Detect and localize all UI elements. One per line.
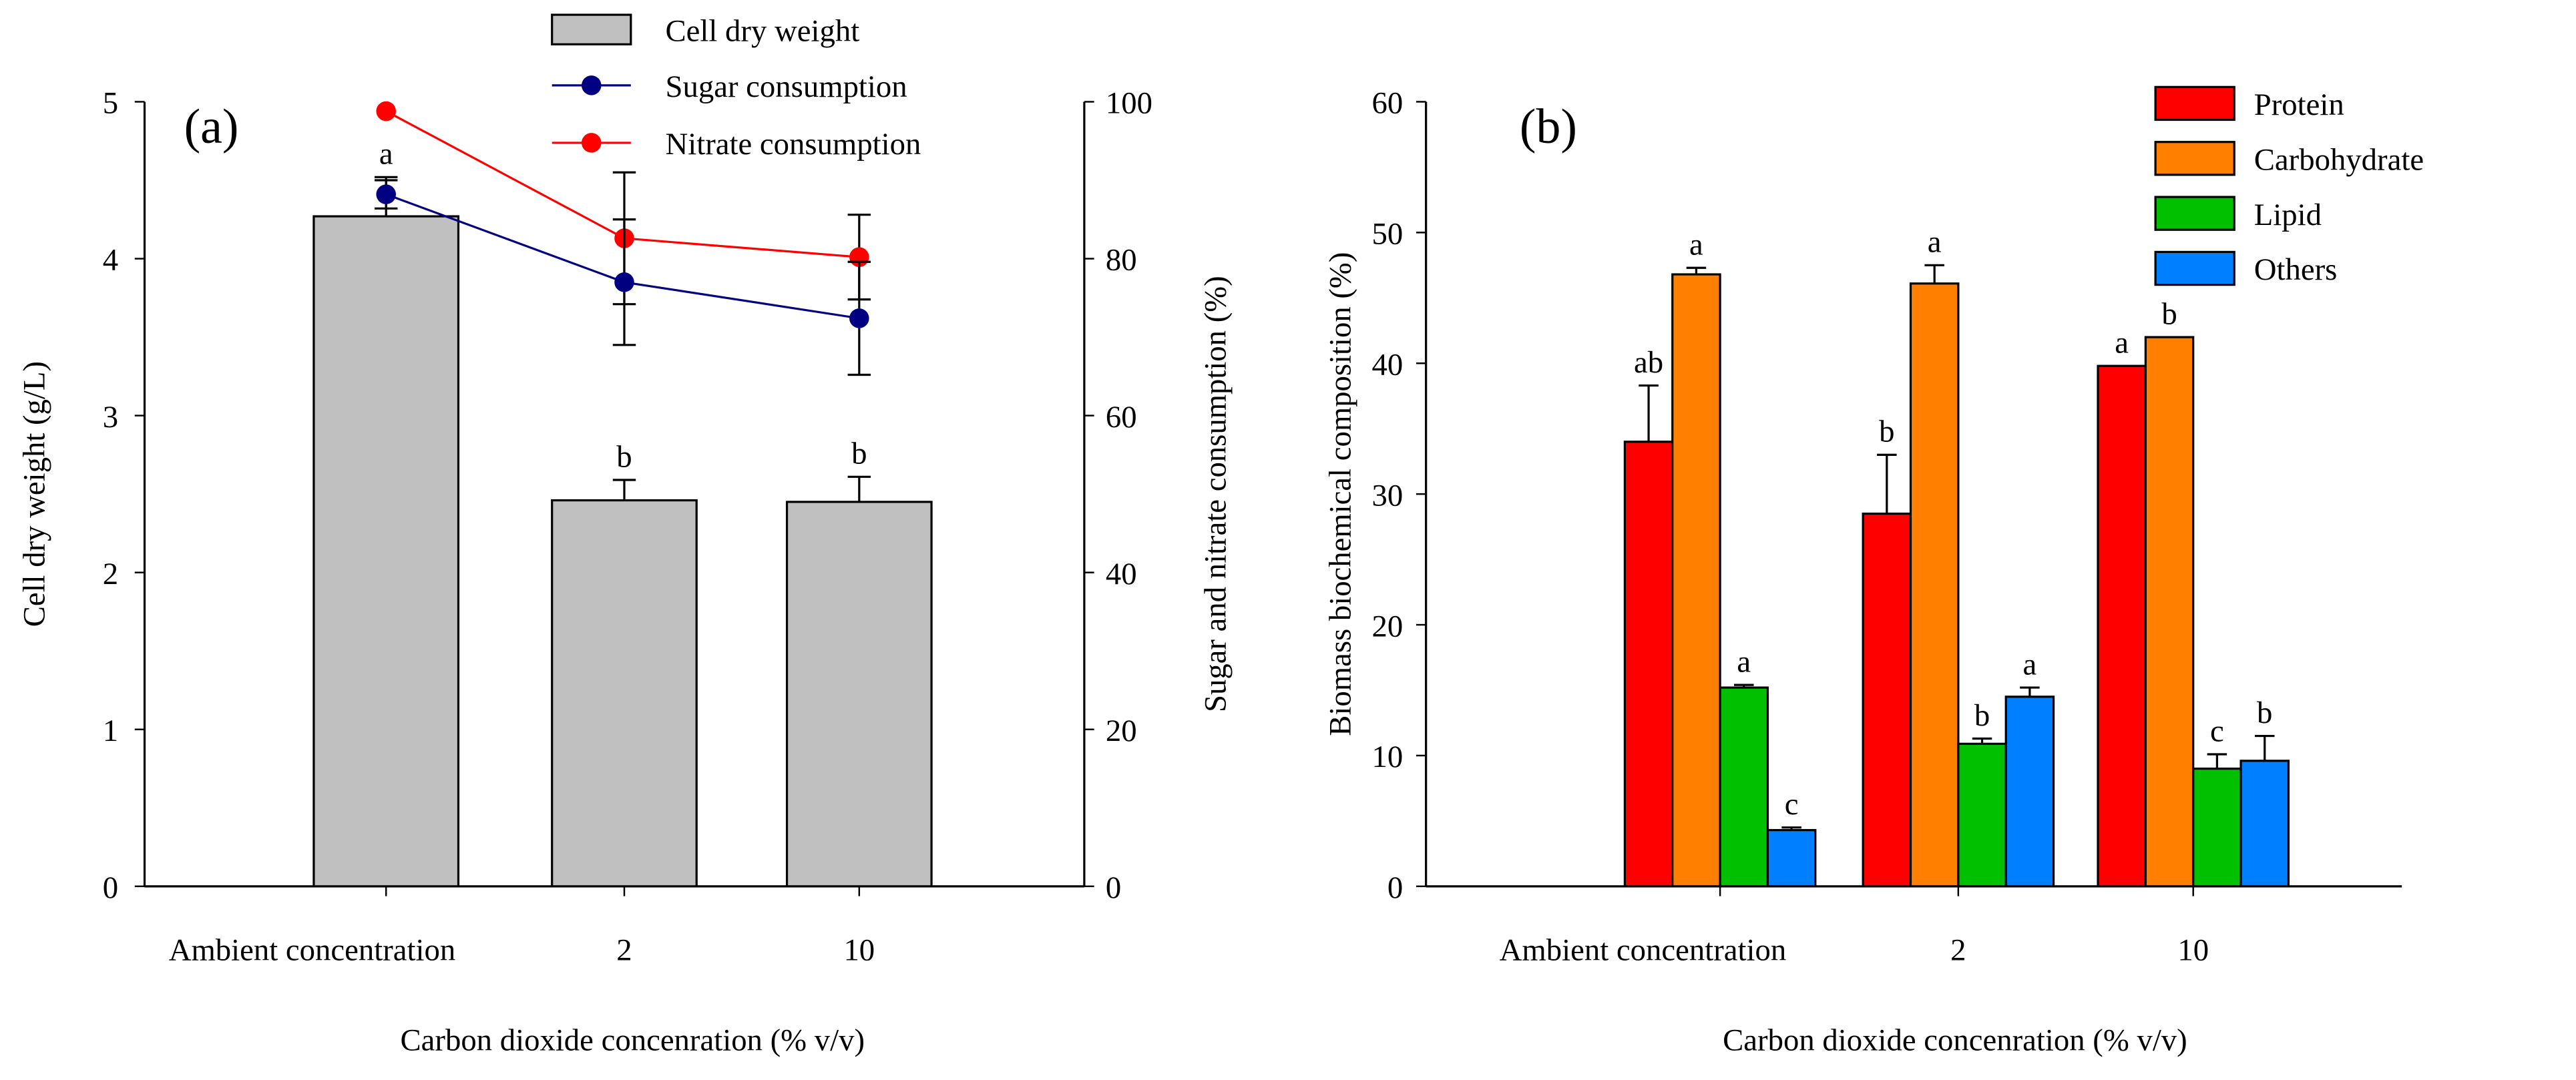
right-y-tick-label: 100	[1106, 86, 1152, 121]
others-bar	[2004, 696, 2055, 888]
legend-label-others: Others	[2254, 252, 2338, 287]
panel-a-right-y-axis-title: Sugar and nitrate consumption (%)	[1198, 276, 1233, 712]
x-tick-label: Ambient concentration	[1500, 933, 1787, 968]
legend-marker-nitrate-consumption	[582, 133, 602, 153]
protein-bar	[1862, 512, 1912, 888]
panel-a-x-axis-title: Carbon dioxide concenration (% v/v)	[400, 1023, 865, 1058]
carbohydrate-bar	[1909, 282, 1960, 888]
nitrate-point	[376, 101, 396, 121]
protein-significance-letter: ab	[1634, 345, 1663, 380]
legend-label-protein: Protein	[2254, 87, 2344, 122]
lipid-bar	[1719, 686, 1769, 888]
y-tick-label: 3	[103, 400, 118, 435]
legend-swatch-others	[2154, 250, 2235, 286]
protein-bar	[1623, 441, 1674, 888]
legend-label: Nitrate consumption	[665, 127, 921, 162]
y-tick-label: 0	[103, 870, 118, 905]
lipid-bar	[2192, 767, 2242, 888]
x-tick-label: Ambient concentration	[169, 933, 456, 968]
cdw-significance-letter: b	[616, 439, 632, 474]
legend-swatch-lipid	[2154, 196, 2235, 231]
legend-label-carbohydrate: Carbohydrate	[2254, 143, 2424, 178]
y-tick-label: 10	[1371, 740, 1403, 774]
right-y-tick-label: 80	[1106, 243, 1137, 278]
carbohydrate-bar	[2144, 336, 2195, 888]
panel-a: (a) Carbon dioxide concenration (% v/v) …	[17, 13, 1233, 1057]
panel-a-y-axis-title: Cell dry weight (g/L)	[17, 361, 51, 627]
others-significance-letter: b	[2257, 696, 2272, 730]
y-tick-label: 60	[1371, 86, 1403, 121]
right-y-tick-label: 0	[1106, 870, 1121, 905]
y-tick-label: 30	[1371, 478, 1403, 513]
carbohydrate-bar	[1671, 273, 1721, 888]
panel-b-y-axis-title: Biomass biochemical composition (%)	[1323, 252, 1357, 736]
y-tick-label: 1	[103, 714, 118, 748]
legend-swatch-cell-dry-weight	[551, 13, 632, 45]
others-significance-letter: c	[1785, 787, 1799, 822]
panel-a-label: (a)	[184, 99, 239, 154]
panel-b: (b) Carbon dioxide concenration (% v/v) …	[1323, 86, 2424, 1058]
sugar-point	[376, 184, 396, 204]
y-tick-label: 2	[103, 557, 118, 591]
x-tick-label: 10	[2177, 933, 2209, 968]
carbohydrate-significance-letter: a	[1689, 228, 1703, 262]
lipid-bar	[1957, 742, 2007, 888]
y-tick-label: 20	[1371, 609, 1403, 643]
panel-b-x-axis-title: Carbon dioxide concenration (% v/v)	[1723, 1023, 2187, 1058]
lipid-significance-letter: a	[1737, 645, 1751, 680]
sugar-point	[614, 272, 634, 292]
legend-swatch-carbohydrate	[2154, 141, 2235, 176]
y-tick-label: 0	[1387, 870, 1403, 905]
legend-swatch-protein	[2154, 85, 2235, 121]
sugar-point	[849, 308, 869, 328]
lipid-significance-letter: c	[2210, 714, 2224, 748]
x-tick-label: 10	[843, 933, 875, 968]
right-y-tick-label: 20	[1106, 714, 1137, 748]
legend-label: Cell dry weight	[665, 13, 859, 48]
others-significance-letter: a	[2023, 647, 2037, 682]
y-tick-label: 4	[103, 243, 118, 278]
carbohydrate-significance-letter: b	[2161, 296, 2177, 331]
cdw-bar	[785, 501, 933, 888]
cdw-significance-letter: a	[379, 137, 393, 172]
protein-bar	[2097, 364, 2147, 888]
legend-label: Sugar consumption	[665, 69, 907, 104]
legend-label-lipid: Lipid	[2254, 198, 2322, 232]
legend-marker-sugar-consumption	[582, 75, 602, 95]
cdw-bar	[551, 499, 698, 888]
cdw-significance-letter: b	[851, 437, 867, 471]
panel-b-label: (b)	[1520, 99, 1577, 154]
protein-significance-letter: b	[1879, 415, 1894, 449]
y-tick-label: 40	[1371, 347, 1403, 382]
y-tick-label: 50	[1371, 217, 1403, 252]
others-bar	[2239, 760, 2290, 888]
carbohydrate-significance-letter: a	[1928, 225, 1942, 260]
right-y-tick-label: 40	[1106, 557, 1137, 591]
others-bar	[1766, 829, 1817, 888]
x-tick-label: 2	[1950, 933, 1966, 968]
protein-significance-letter: a	[2115, 326, 2129, 360]
lipid-significance-letter: b	[1974, 698, 1990, 733]
x-tick-label: 2	[616, 933, 632, 968]
y-tick-label: 5	[103, 86, 118, 121]
right-y-tick-label: 60	[1106, 400, 1137, 435]
cdw-bar	[312, 215, 460, 888]
